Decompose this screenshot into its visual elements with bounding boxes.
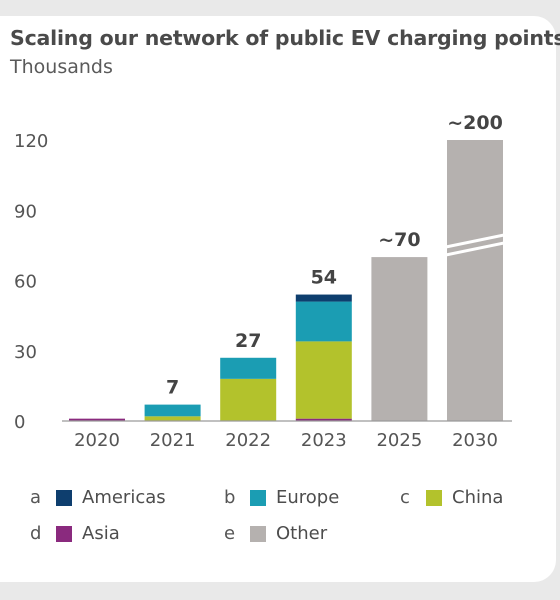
bar-segment-asia-2020 <box>69 418 125 421</box>
bar-segment-china-2022 <box>220 378 277 421</box>
x-tick-label-2022: 2022 <box>225 430 271 451</box>
x-tick-label-2021: 2021 <box>150 430 196 451</box>
total-label-2021: 7 <box>166 377 179 399</box>
bar-segment-china-2021 <box>144 416 201 421</box>
x-axis: 2020 2021 2022 2023 2025 2030 <box>74 430 498 451</box>
bar-stacks <box>69 140 503 421</box>
x-tick-label-2020: 2020 <box>74 430 120 451</box>
chart-subtitle: Thousands <box>10 56 113 78</box>
y-tick-label: 0 <box>14 412 25 433</box>
axis-break-line <box>440 240 510 258</box>
y-tick-label: 30 <box>14 342 37 363</box>
y-tick-label: 60 <box>14 272 37 293</box>
axis-break-line <box>440 232 510 250</box>
bar-segment-europe-2022 <box>220 357 277 379</box>
y-tick-label: 120 <box>14 131 48 152</box>
total-labels: 7 27 54 ~70 ~200 <box>166 112 503 399</box>
bar-segment-europe-2023 <box>295 301 352 342</box>
bar-segment-americas-2023 <box>295 294 352 302</box>
y-tick-label: 90 <box>14 201 37 222</box>
bar-segment-asia-2023 <box>295 418 352 421</box>
y-axis: 0 30 60 90 120 <box>14 131 48 433</box>
bar-segment-other-2025 <box>371 257 428 421</box>
axis-break-marks <box>440 232 510 258</box>
bar-segment-europe-2021 <box>144 404 201 417</box>
x-tick-label-2030: 2030 <box>452 430 498 451</box>
bar-segment-china-2023 <box>295 341 352 419</box>
total-label-2030: ~200 <box>447 112 503 134</box>
total-label-2022: 27 <box>235 330 261 352</box>
x-tick-label-2023: 2023 <box>301 430 347 451</box>
total-label-2023: 54 <box>311 267 337 289</box>
total-label-2025: ~70 <box>378 229 420 251</box>
bar-segment-other-2030 <box>447 140 503 421</box>
chart-title: Scaling our network of public EV chargin… <box>10 26 560 50</box>
x-tick-label-2025: 2025 <box>376 430 422 451</box>
